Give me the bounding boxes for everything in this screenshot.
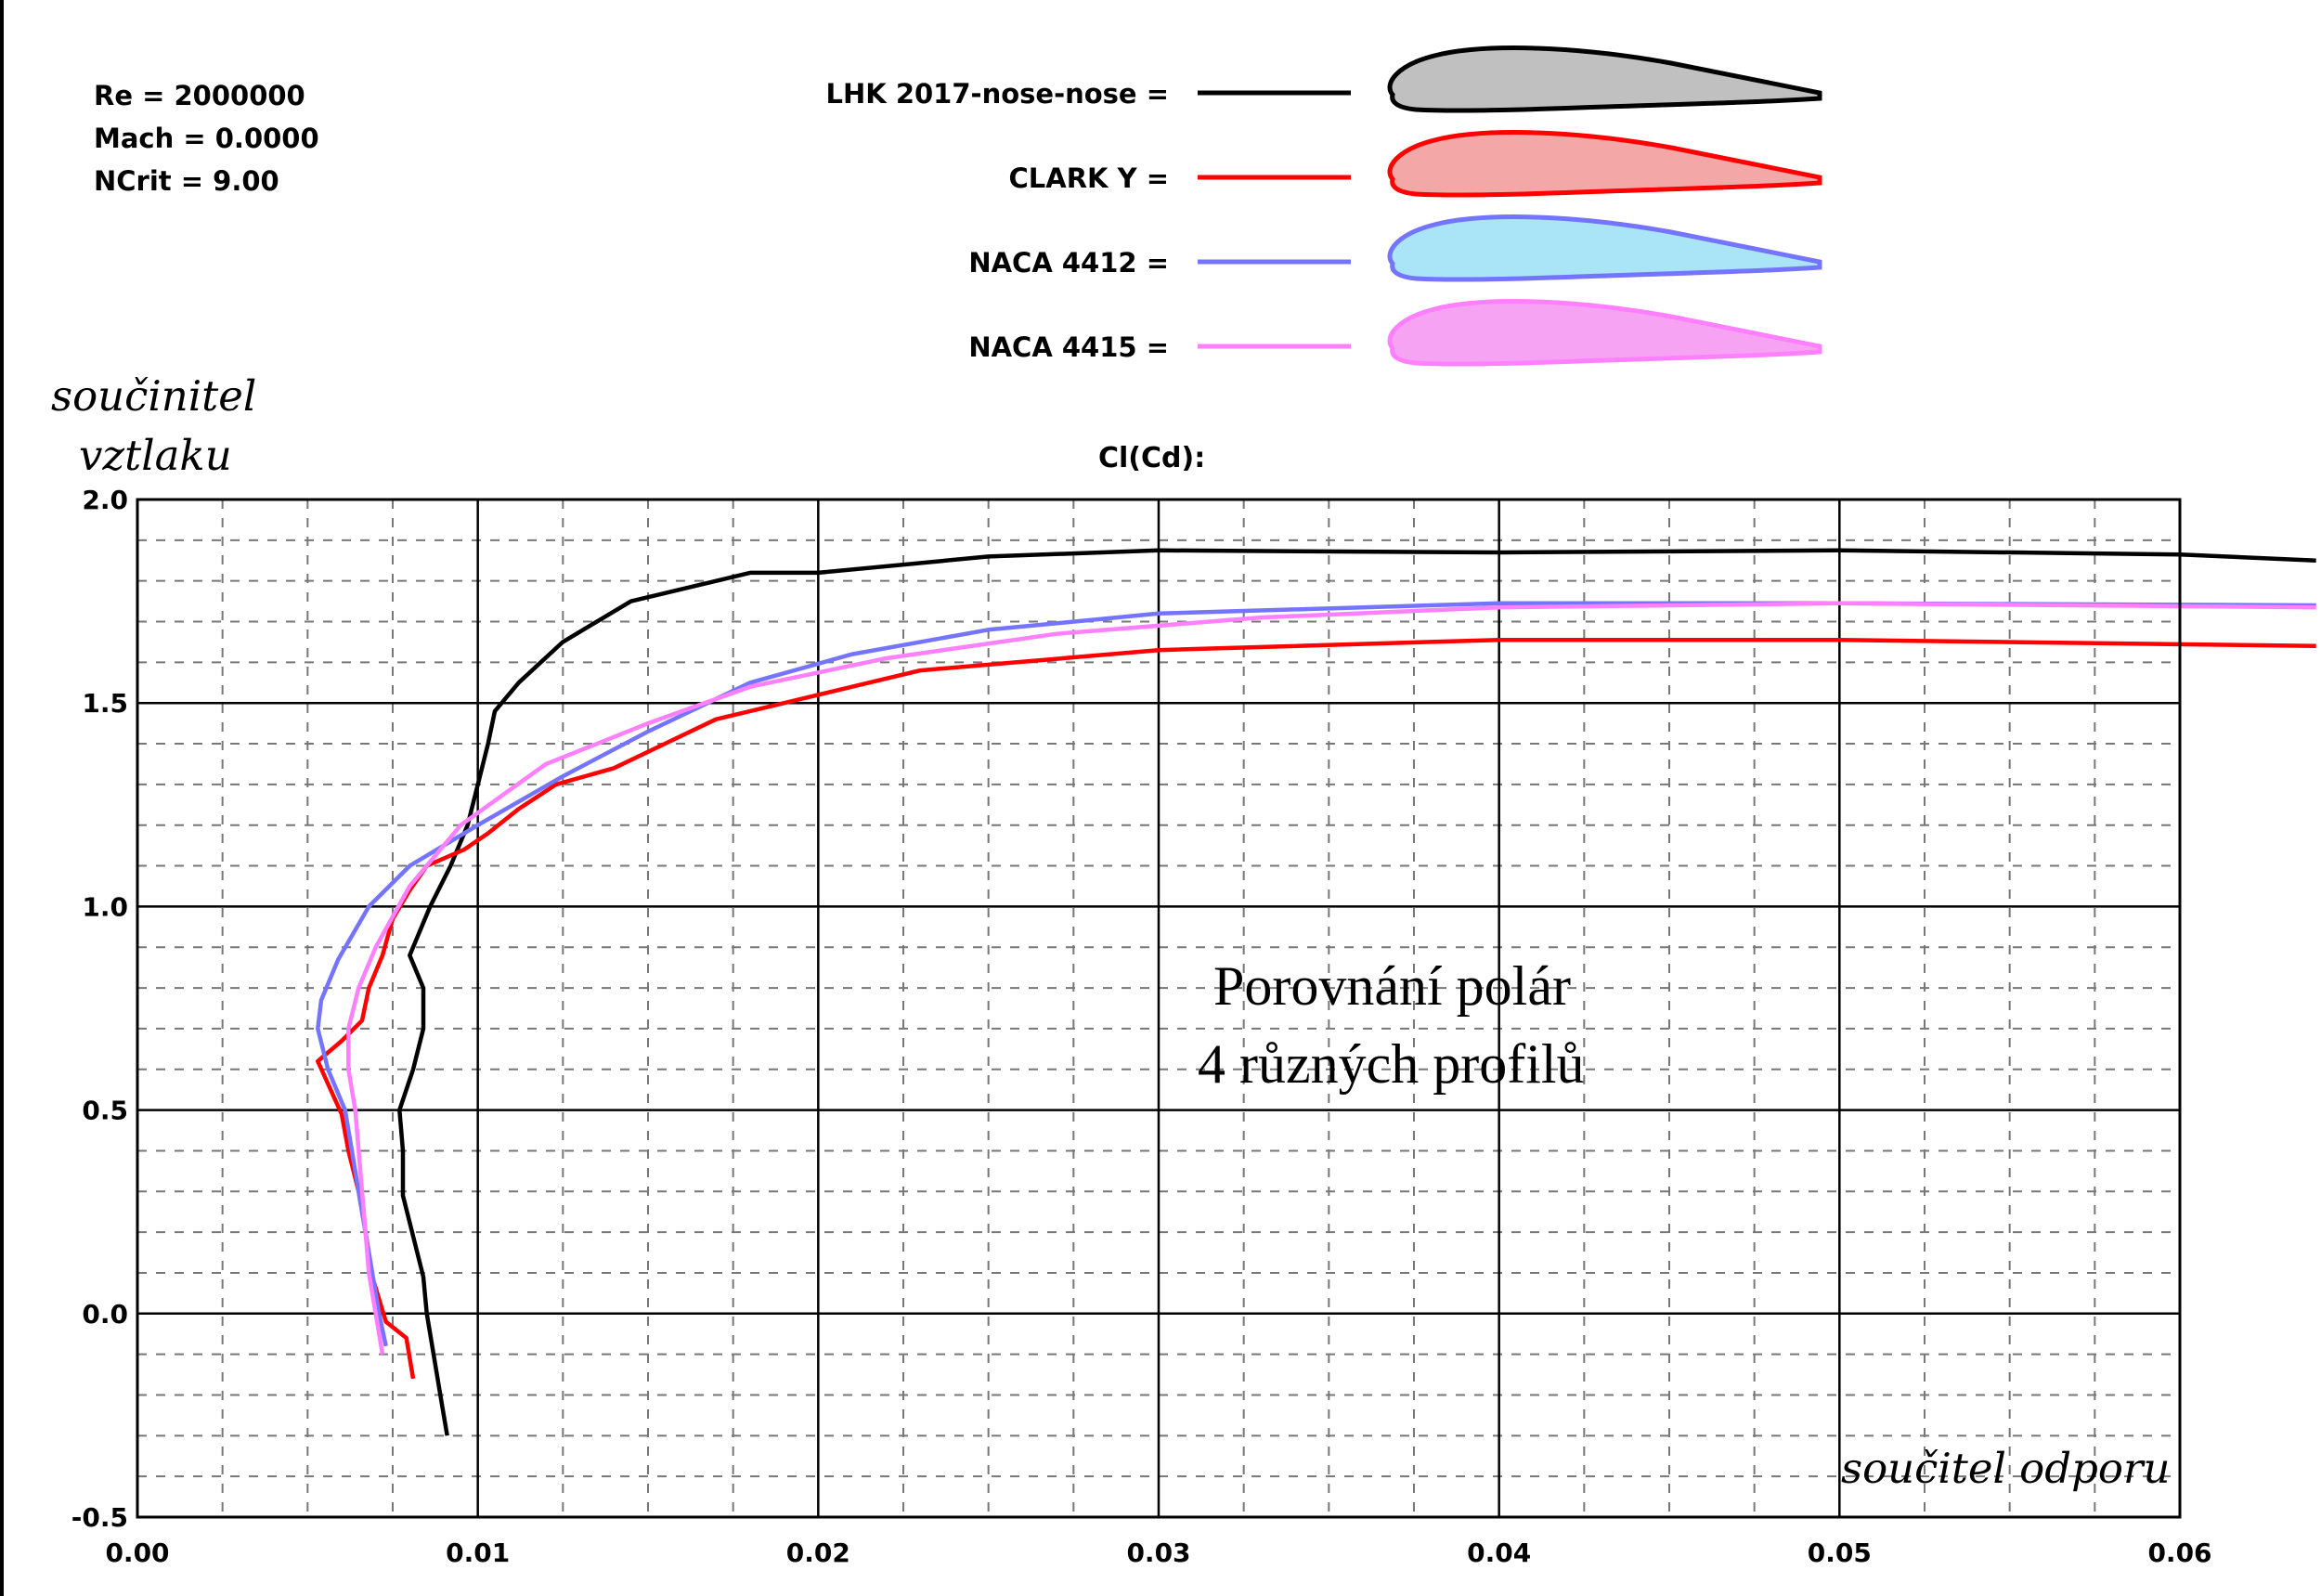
mach-number: Mach = 0.0000 [94,123,319,154]
series-line [316,601,2316,1347]
annotation-line2: 4 různých profilů [1198,1033,1585,1095]
airfoil-profile-shape [1387,130,1822,198]
y-axis-label-line2: vztlaku [79,431,232,480]
flow-parameters: Re = 2000000 Mach = 0.0000 NCrit = 9.00 [94,74,319,202]
x-tick-label: 0.00 [105,1538,169,1568]
y-tick-label: 0.0 [82,1299,128,1330]
x-tick-label: 0.06 [2147,1538,2211,1568]
window-left-border [0,0,4,1596]
airfoil-profile-shape [1387,214,1822,282]
airfoil-profile-shape [1387,45,1822,113]
series-line [346,601,2316,1355]
legend-label: NACA 4412 = [968,247,1169,279]
axis-ticks: 0.00 0.01 0.02 0.03 0.04 0.05 0.06 2.0 1.5 1.0 0.5… [71,485,2212,1568]
legend-label: NACA 4415 = [968,331,1169,363]
x-tick-label: 0.04 [1467,1538,1531,1568]
y-tick-label: 1.5 [82,688,128,719]
plot-frame [136,498,2182,1519]
legend-label: LHK 2017-nose-nose = [826,78,1170,110]
y-tick-label: 0.5 [82,1096,128,1126]
series-lines [316,548,2316,1436]
legend-label: CLARK Y = [1009,162,1170,194]
ncrit-value: NCrit = 9.00 [94,165,279,197]
annotation-line1: Porovnání polár [1213,955,1571,1017]
x-axis-label: součitel odporu [1841,1444,2170,1493]
x-tick-label: 0.01 [446,1538,510,1568]
x-tick-label: 0.03 [1126,1538,1190,1568]
chart-title: Cl(Cd): [1098,442,1205,474]
series-line [397,548,2316,1436]
x-tick-label: 0.02 [786,1538,850,1568]
x-tick-label: 0.05 [1808,1538,1872,1568]
airfoil-profile-shape [1387,299,1822,367]
reynolds-number: Re = 2000000 [94,80,305,111]
y-tick-label: 2.0 [82,485,128,515]
legend: LHK 2017-nose-nose = CLARK Y = NACA 4412 =… [826,45,1822,367]
y-axis-label-line1: součinitel [51,371,256,421]
y-tick-label: -0.5 [71,1502,128,1533]
y-tick-label: 1.0 [82,891,128,922]
